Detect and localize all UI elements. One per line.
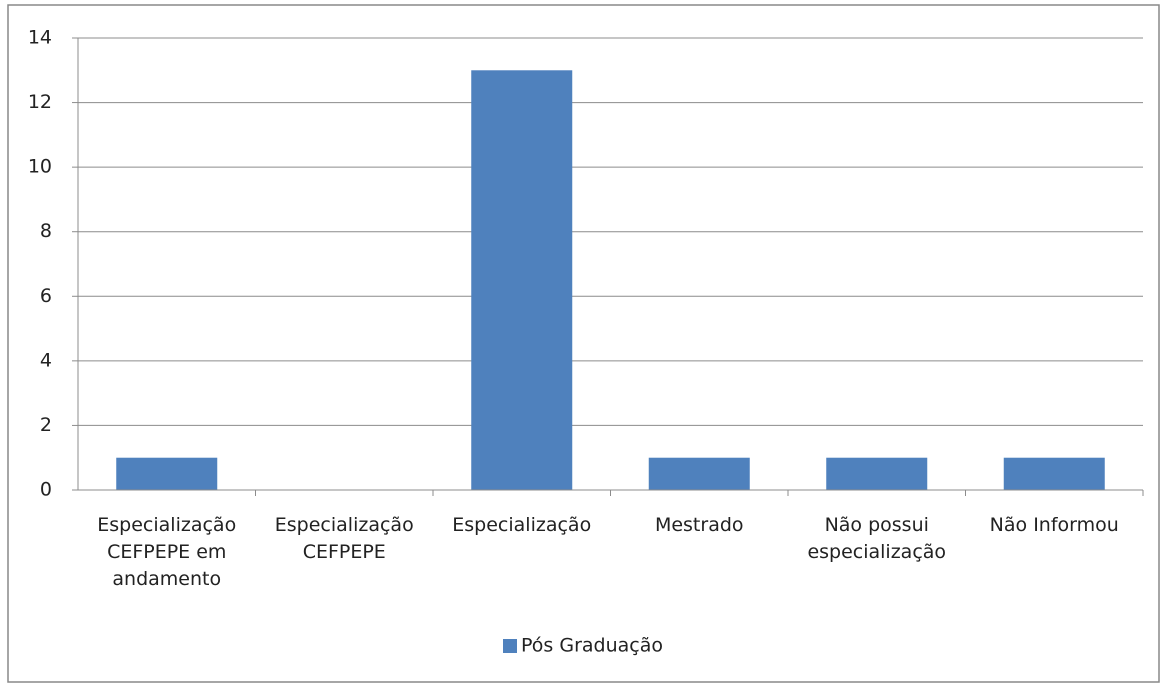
x-tick-label: Especialização CEFPEPE <box>274 514 414 563</box>
y-tick-label: 10 <box>28 156 52 178</box>
x-tick-label: Não possui especialização <box>807 514 947 563</box>
chart-frame <box>7 4 1160 683</box>
y-tick-label: 12 <box>28 91 52 113</box>
y-tick-label: 4 <box>40 349 52 371</box>
bar <box>1003 457 1105 490</box>
legend-label: Pós Graduação <box>521 635 663 657</box>
bar <box>116 457 218 490</box>
x-tick-label: Especialização CEFPEPE em andamento <box>97 514 237 590</box>
bar <box>826 457 928 490</box>
y-tick-label: 0 <box>40 479 52 501</box>
x-tick-label: Não Informou <box>989 514 1119 536</box>
y-tick-label: 2 <box>40 414 52 436</box>
y-tick-label: 8 <box>40 220 52 242</box>
bar <box>471 70 573 491</box>
x-tick-label: Mestrado <box>654 514 744 536</box>
x-tick-label: Especialização <box>452 514 592 536</box>
y-tick-label: 14 <box>28 27 52 49</box>
legend-swatch <box>503 639 517 653</box>
y-tick-label: 6 <box>40 285 52 307</box>
bar <box>648 457 750 490</box>
